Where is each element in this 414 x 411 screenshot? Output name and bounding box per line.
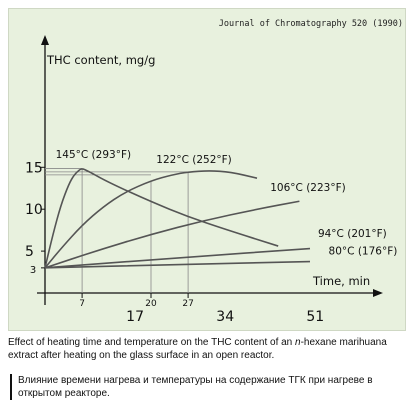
series-label-1: 145°C (293°F) [56,149,131,161]
x-tick-label-upper: 27 [182,299,193,309]
x-axis-arrow [373,289,383,297]
x-tick-label-lower: 34 [216,309,234,325]
y-axis-arrow [41,35,49,45]
series-line-4 [44,247,311,269]
y-axis-label: THC content, mg/g [46,53,155,67]
chart-panel: Journal of Chromatography 520 (1990) THC… [8,8,406,331]
x-tick-label-lower: 51 [306,309,324,325]
y-tick-label: 15 [25,160,43,176]
y-tick-label: 3 [30,265,36,276]
caption-english-part-1: Effect of heating time and temperature o… [8,337,296,348]
x-tick-label-upper: 7 [79,299,85,309]
caption-english-part-2: n [295,337,301,348]
x-tick-label-lower: 17 [126,309,144,325]
caption-russian: Влияние времени нагрева и температуры на… [10,374,414,400]
series-label-5: 80°C (176°F) [329,245,398,257]
caption-english-part-3: -hexane marihuana extract after heating … [8,337,387,361]
series-label-3: 106°C (223°F) [270,182,345,194]
y-tick-label: 5 [25,244,34,260]
series-label-4: 94°C (201°F) [318,228,387,240]
y-tick-label: 10 [25,202,43,218]
x-tick-label-upper: 20 [145,299,157,309]
caption-english: Effect of heating time and temperature o… [8,336,406,362]
series-line-3 [44,200,300,269]
series-line-5 [44,260,311,269]
journal-citation: Journal of Chromatography 520 (1990) [218,19,403,29]
series-line-2 [44,170,258,269]
thc-chart: THC content, mg/g Time, min 3 5 10 15 7 20 27 17 3… [25,35,398,325]
series-label-2: 122°C (252°F) [156,154,231,166]
series-line-1 [44,168,279,269]
x-axis-label: Time, min [312,274,370,288]
